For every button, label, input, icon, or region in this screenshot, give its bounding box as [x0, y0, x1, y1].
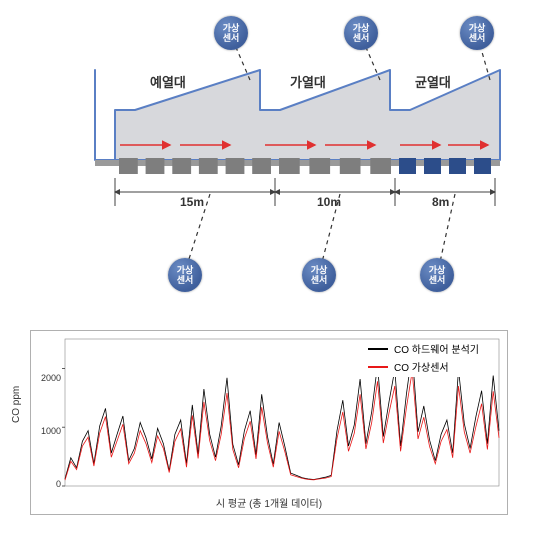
dim-label-2: 8m — [432, 195, 449, 209]
sensor-line2: 센서 — [469, 33, 486, 43]
dim-label-0: 15m — [180, 195, 204, 209]
legend-label-1: CO 가상센서 — [394, 359, 449, 374]
dim-label-1: 10m — [317, 195, 341, 209]
sensor-badge-top-0: 가상센서 — [214, 16, 248, 50]
legend-swatch-0 — [368, 348, 388, 350]
legend-swatch-1 — [368, 366, 388, 368]
sensor-line1: 가상 — [429, 265, 446, 275]
sensor-line1: 가상 — [353, 23, 370, 33]
ytick-1: 1000 — [37, 426, 61, 436]
sensor-line1: 가상 — [223, 23, 240, 33]
sensor-badge-top-2: 가상센서 — [460, 16, 494, 50]
sensor-badge-bot-0: 가상센서 — [168, 258, 202, 292]
sensor-line1: 가상 — [311, 265, 328, 275]
co-chart: CO ppm 시 평균 (총 1개월 데이터) CO 하드웨어 분석기 CO 가… — [30, 330, 508, 515]
furnace-diagram: 예열대 가열대 균열대 15m 10m 8m 가상센서 가상센서 가상센서 가상… — [80, 10, 510, 310]
legend-label-0: CO 하드웨어 분석기 — [394, 341, 479, 356]
sensor-badge-top-1: 가상센서 — [344, 16, 378, 50]
sensor-line1: 가상 — [469, 23, 486, 33]
ytick-2: 2000 — [37, 373, 61, 383]
sensor-line1: 가상 — [177, 265, 194, 275]
legend-row-0: CO 하드웨어 분석기 — [368, 341, 479, 356]
sensor-badge-bot-2: 가상센서 — [420, 258, 454, 292]
ytick-0: 0 — [37, 479, 61, 489]
zone-label-2: 균열대 — [415, 72, 451, 91]
chart-xlabel: 시 평균 (총 1개월 데이터) — [31, 495, 507, 510]
sensor-badge-bot-1: 가상센서 — [302, 258, 336, 292]
sensor-line2: 센서 — [429, 275, 446, 285]
sensor-line2: 센서 — [223, 33, 240, 43]
zone-label-0: 예열대 — [150, 72, 186, 91]
chart-legend: CO 하드웨어 분석기 CO 가상센서 — [368, 341, 479, 377]
chart-ylabel: CO ppm — [11, 386, 22, 423]
zone-label-1: 가열대 — [290, 72, 326, 91]
sensor-line2: 센서 — [353, 33, 370, 43]
sensor-line2: 센서 — [177, 275, 194, 285]
legend-row-1: CO 가상센서 — [368, 359, 479, 374]
sensor-line2: 센서 — [311, 275, 328, 285]
